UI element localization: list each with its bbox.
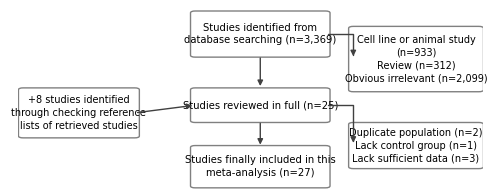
Text: Duplicate population (n=2)
Lack control group (n=1)
Lack sufficient data (n=3): Duplicate population (n=2) Lack control … — [350, 128, 483, 163]
FancyBboxPatch shape — [190, 11, 330, 57]
Text: Studies identified from
database searching (n=3,369): Studies identified from database searchi… — [184, 23, 336, 45]
Text: Studies reviewed in full (n=25): Studies reviewed in full (n=25) — [182, 100, 338, 110]
FancyBboxPatch shape — [348, 26, 484, 92]
FancyBboxPatch shape — [190, 145, 330, 188]
Text: Cell line or animal study
(n=933)
Review (n=312)
Obvious irrelevant (n=2,099): Cell line or animal study (n=933) Review… — [344, 35, 488, 83]
FancyBboxPatch shape — [190, 88, 330, 122]
FancyBboxPatch shape — [348, 122, 484, 169]
FancyBboxPatch shape — [18, 88, 140, 138]
Text: +8 studies identified
through checking reference
lists of retrieved studies: +8 studies identified through checking r… — [12, 95, 146, 131]
Text: Studies finally included in this
meta-analysis (n=27): Studies finally included in this meta-an… — [185, 155, 336, 178]
